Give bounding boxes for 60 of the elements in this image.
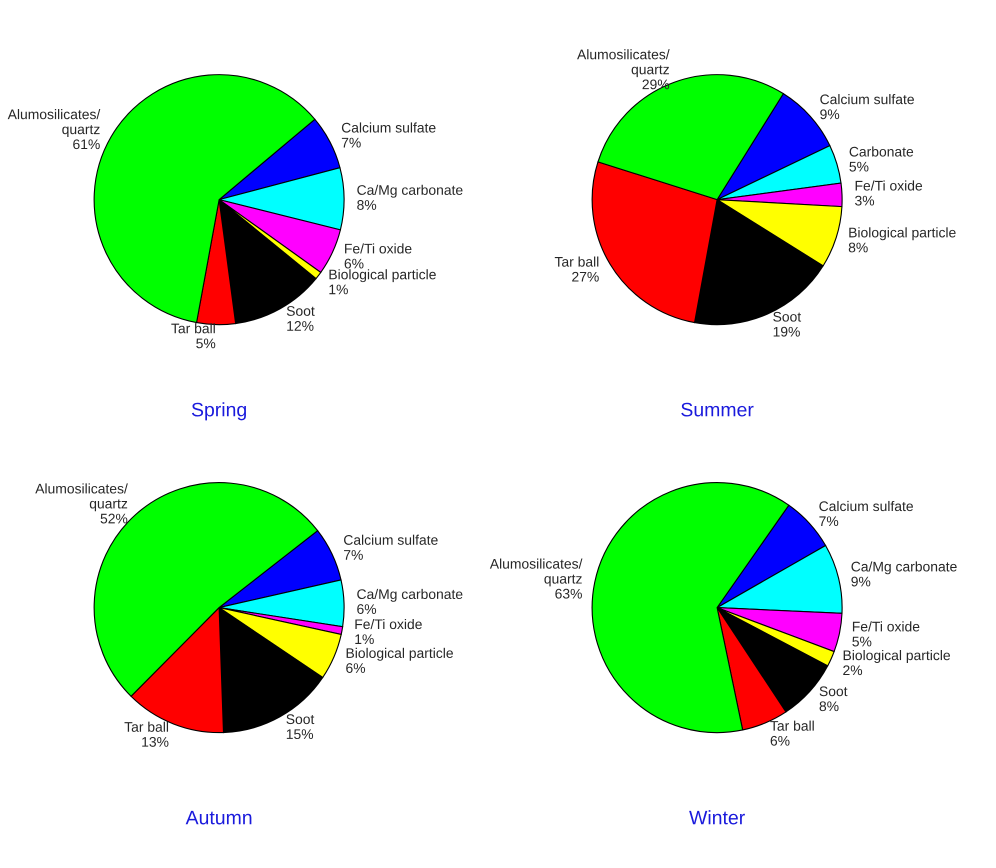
text: Summer [681, 402, 754, 416]
slice-label: Ca/Mg carbonate [851, 561, 957, 574]
data-label: 5% [852, 636, 872, 646]
slice-label: Calcium sulfate [819, 500, 913, 512]
data-label: 5% [849, 162, 868, 172]
data-label: 9% [851, 576, 870, 586]
data-label: 12% [287, 321, 314, 331]
slice-label: Biological particle [844, 650, 950, 663]
slice-label: Fe/Ti oxide [345, 243, 412, 254]
slice-label: Ca/Mg carbonate [357, 588, 462, 602]
slice-label: Tar ball [124, 722, 168, 732]
data-label: 19% [774, 326, 800, 337]
data-label: 29% [642, 79, 670, 90]
slice-label: Alumosilicates/quartz [490, 558, 582, 586]
data-label: 6% [346, 663, 366, 673]
slice-label: Biological particle [346, 648, 453, 661]
data-label: 2% [843, 665, 862, 676]
data-label: 8% [357, 200, 376, 210]
data-label: 1% [329, 284, 348, 294]
data-label: 6% [770, 736, 790, 746]
slice-label: Fe/Ti oxide [355, 618, 422, 630]
data-label: 13% [142, 736, 168, 747]
data-label: 7% [344, 550, 363, 560]
data-label: 7% [342, 138, 361, 148]
slice-label: Fe/Ti oxide [852, 621, 920, 632]
data-label: 5% [196, 338, 216, 348]
data-label: 63% [555, 588, 582, 599]
data-label: 61% [73, 139, 100, 150]
slice-label: Carbonate [850, 146, 914, 157]
slice-label: Calcium sulfate [342, 122, 436, 133]
data-label: 27% [572, 272, 599, 282]
text: Winter [689, 810, 745, 824]
data-label: 1% [355, 634, 374, 644]
slice-label: Soot [286, 306, 315, 316]
data-label: 3% [855, 196, 874, 206]
slice-label: Soot [820, 686, 848, 696]
slice-label: Tar ball [554, 256, 598, 267]
slice-label: Fe/Ti oxide [856, 180, 922, 191]
data-label: 6% [357, 604, 376, 614]
data-label: 6% [344, 258, 364, 269]
slice-label: Tar ball [770, 720, 814, 731]
text: Spring [192, 402, 246, 420]
slice-label: Tar ball [171, 323, 215, 334]
data-label: 7% [819, 516, 838, 526]
slice-label: Soot [773, 312, 802, 322]
slice-label: Biological particle [849, 227, 956, 240]
slice-label: Calcium sulfate [344, 534, 438, 545]
data-label: 9% [820, 109, 840, 120]
slice-label: Calcium sulfate [820, 94, 914, 104]
data-label: 8% [820, 701, 839, 712]
text: Autumn [186, 810, 252, 824]
slice-label: Alumosilicates/quartz [35, 483, 128, 512]
data-label: 15% [286, 729, 314, 740]
slice-label: Ca/Mg carbonate [357, 184, 463, 198]
slice-label: Biological particle [329, 269, 436, 282]
slice-label: Soot [286, 714, 314, 724]
data-label: 8% [848, 242, 868, 252]
data-label: 52% [100, 514, 128, 524]
slice-label: Alumosilicates/quartz [8, 109, 100, 137]
slice-label: Alumosilicates/quartz [577, 49, 670, 78]
